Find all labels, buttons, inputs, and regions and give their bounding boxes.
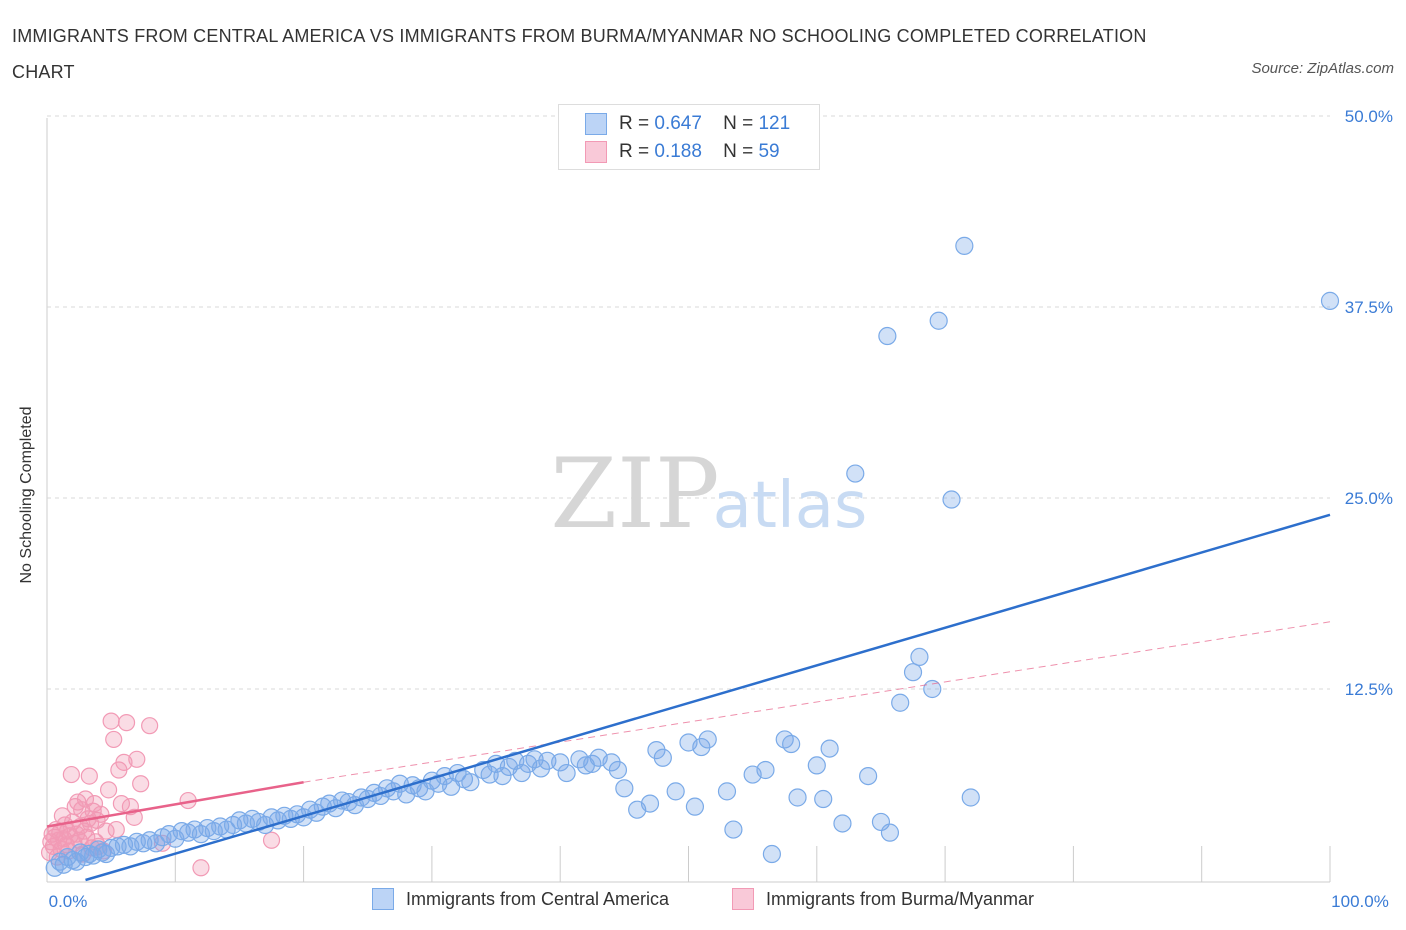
chart-title: IMMIGRANTS FROM CENTRAL AMERICA VS IMMIG… [12, 26, 1147, 82]
y-axis-tick-labels: 12.5% 25.0% 37.5% 50.0% [1345, 107, 1393, 699]
legend-r-value: 0.188 [654, 141, 702, 162]
point-burma [102, 712, 120, 730]
legend-swatch-blue [372, 888, 394, 910]
point-central-america [685, 797, 705, 816]
point-burma [141, 717, 159, 735]
point-central-america [724, 820, 743, 839]
x-tick-label-max: 100.0% [1331, 892, 1389, 911]
trend-line-central-america [85, 513, 1331, 882]
point-central-america [108, 837, 127, 856]
legend-row-burma: R = 0.188 N = 59 [585, 139, 780, 165]
point-central-america [820, 739, 839, 758]
x-axis-ticks [174, 846, 1331, 882]
point-central-america [833, 814, 852, 833]
point-burma [78, 828, 96, 846]
y-tick-label: 50.0% [1345, 107, 1393, 126]
legend-n-value: 59 [758, 141, 780, 162]
point-central-america [756, 760, 775, 780]
point-burma [105, 730, 123, 749]
point-central-america [608, 760, 628, 780]
point-central-america [859, 766, 878, 786]
point-central-america [698, 730, 717, 749]
point-central-america [666, 782, 685, 801]
point-central-america [531, 759, 551, 778]
series-central-america-points [45, 236, 1340, 877]
x-tick-label-min: 0.0% [49, 892, 88, 911]
point-central-america [557, 763, 576, 783]
trend-line-burma-dashed [303, 621, 1331, 783]
point-central-america [692, 737, 711, 757]
point-central-america [493, 766, 512, 786]
point-central-america [807, 756, 826, 775]
y-tick-label: 12.5% [1345, 680, 1393, 699]
legend-label: Immigrants from Burma/Myanmar [766, 888, 1035, 909]
legend-n-label: N = [723, 141, 754, 162]
point-central-america [551, 753, 570, 772]
trend-lines [46, 513, 1331, 882]
point-central-america [647, 741, 666, 760]
point-central-america [955, 236, 974, 255]
point-central-america [762, 844, 781, 864]
point-central-america [814, 789, 833, 809]
point-central-america [1320, 291, 1340, 310]
legend-label: Immigrants from Central America [406, 888, 670, 909]
point-burma [262, 831, 281, 849]
watermark-zip: ZIP [550, 438, 719, 550]
point-central-america [717, 782, 737, 801]
point-burma [115, 753, 133, 771]
legend-swatch-pink [585, 141, 607, 163]
legend-item-burma: Immigrants from Burma/Myanmar [732, 888, 1034, 910]
point-central-america [923, 679, 942, 699]
legend-swatch-blue [585, 113, 607, 135]
legend-swatch-pink [732, 888, 754, 910]
point-central-america [788, 788, 807, 807]
point-central-america [602, 753, 621, 772]
point-central-america [878, 326, 897, 346]
point-burma [80, 767, 98, 785]
point-burma [85, 794, 104, 813]
legend-n-label: N = [723, 113, 754, 134]
point-central-america [653, 748, 672, 767]
point-central-america [640, 794, 660, 813]
point-burma [128, 750, 146, 768]
legend-n-value: 121 [758, 113, 791, 134]
point-central-america [782, 734, 801, 754]
legend-r-value: 0.647 [654, 113, 702, 134]
legend-item-central-america: Immigrants from Central America [372, 888, 669, 910]
watermark-atlas: atlas [713, 469, 868, 543]
point-central-america [929, 311, 948, 330]
point-central-america [891, 693, 910, 712]
legend-row-central-america: R = 0.647 N = 121 [585, 111, 790, 137]
point-central-america [461, 773, 480, 792]
point-central-america [880, 823, 900, 842]
point-burma [99, 781, 118, 799]
y-tick-label: 25.0% [1345, 489, 1393, 508]
point-burma [107, 820, 125, 839]
point-burma [76, 790, 95, 808]
series-legend: Immigrants from Central America Immigran… [0, 888, 1406, 916]
stats-legend: R = 0.647 N = 121 R = 0.188 N = 59 [558, 104, 820, 170]
legend-r-label: R = [619, 141, 650, 162]
point-burma [112, 794, 131, 813]
watermark: ZIP atlas [550, 438, 867, 550]
point-central-america [512, 763, 531, 783]
y-tick-label: 37.5% [1345, 298, 1393, 317]
point-central-america [910, 647, 929, 667]
point-burma [132, 775, 150, 793]
point-burma [192, 859, 210, 877]
point-burma [117, 714, 136, 732]
point-central-america [903, 663, 923, 682]
legend-r-label: R = [619, 113, 650, 134]
trend-line-burma [46, 780, 304, 828]
point-central-america [942, 490, 961, 509]
point-central-america [615, 779, 634, 798]
point-central-america [846, 464, 865, 483]
point-burma [92, 805, 110, 823]
point-burma [62, 765, 80, 784]
point-central-america [961, 788, 980, 807]
source-label: Source: ZipAtlas.com [1251, 60, 1394, 77]
